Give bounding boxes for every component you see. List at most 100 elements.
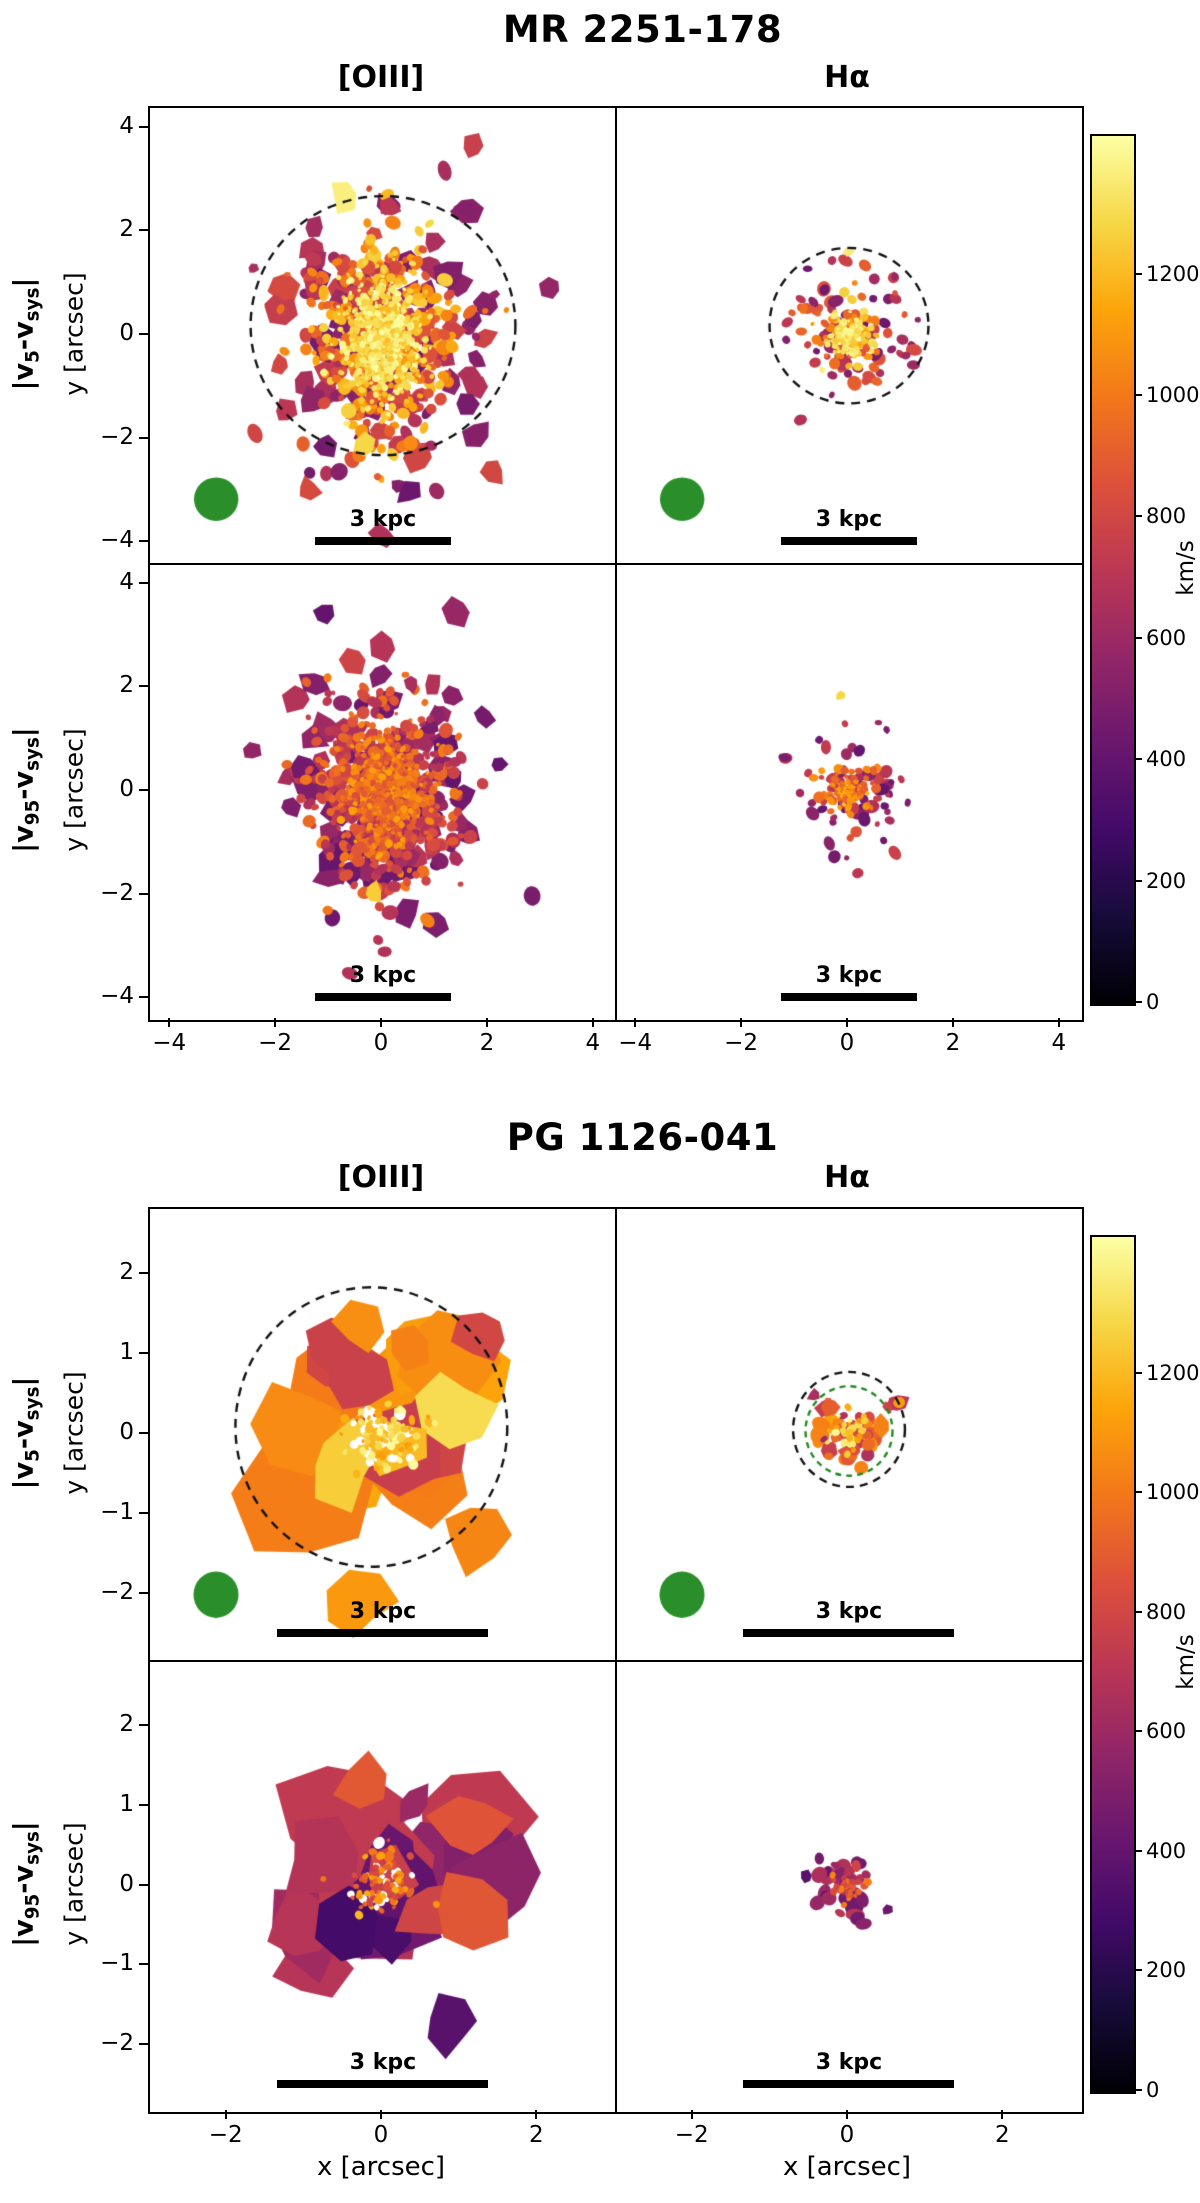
x-tick-label: 2 (945, 1030, 961, 1056)
panel-grid-pg1126: 3 kpc 3 kpc 3 kpc 3 kpc (148, 1207, 1084, 2114)
x-axis-tick (951, 1018, 954, 1027)
panel-divider-horizontal (150, 563, 1082, 565)
map-mr2251-oiii-v95 (150, 564, 616, 1020)
colorbar-tick (1134, 1371, 1142, 1374)
figure2-x-axis-label-right: x [arcsec] (782, 2152, 912, 2182)
colorbar-tick (1134, 1491, 1142, 1494)
y-tick-label: 2 (119, 672, 134, 699)
x-axis-tick (1057, 1018, 1060, 1027)
x-tick-label: −2 (258, 1030, 293, 1056)
y-tick-label: 0 (119, 1419, 134, 1445)
x-tick-label: 2 (995, 2122, 1010, 2148)
scale-bar-label: 3 kpc (349, 507, 417, 532)
map-pg1126-halpha-v95 (616, 1661, 1082, 2112)
colorbar-tick (1134, 1610, 1142, 1613)
x-tick-label: 4 (585, 1030, 601, 1056)
x-tick-label: 0 (839, 1030, 855, 1056)
colorbar-unit-label: km/s (1173, 540, 1199, 596)
row-label-sub: sys (22, 287, 44, 322)
row-label-part: |v (8, 825, 40, 853)
map-mr2251-halpha-v95 (616, 564, 1082, 1020)
colorbar-tick-label: 400 (1146, 747, 1187, 772)
y-tick-label: 1 (119, 1339, 134, 1366)
row-label-sub: 95 (22, 799, 44, 826)
figure1-y-axis-label-bottom: y [arcsec] (59, 728, 89, 852)
y-tick-label: 0 (119, 776, 134, 802)
y-axis-tick (139, 581, 148, 584)
colorbar-tick-label: 1200 (1146, 261, 1200, 286)
colorbar-tick (1134, 758, 1142, 761)
x-axis-tick (485, 1018, 488, 1027)
y-axis-tick (139, 1272, 148, 1275)
colorbar-tick-label: 600 (1146, 625, 1187, 650)
y-tick-label: −4 (100, 527, 134, 554)
x-tick-label: 0 (839, 2122, 855, 2148)
x-axis-tick (168, 1018, 171, 1027)
scale-bar-label: 3 kpc (815, 1599, 883, 1624)
scale-bar (277, 1629, 488, 1637)
y-axis-tick (139, 2042, 148, 2045)
colorbar-tick-label: 1000 (1146, 383, 1200, 407)
y-axis-tick (139, 540, 148, 543)
y-axis-tick (139, 996, 148, 999)
y-tick-label: 4 (119, 112, 134, 139)
x-tick-label: −4 (618, 1030, 653, 1056)
map-mr2251-oiii-v05 (150, 108, 616, 564)
map-pg1126-oiii-v05 (150, 1209, 616, 1661)
row-label-part: -v (8, 1420, 40, 1450)
x-axis-tick (846, 2110, 848, 2119)
figure2-row-label-v5: |v5-vsys| (8, 1377, 43, 1490)
y-axis-tick (139, 1511, 148, 1514)
y-tick-label: 0 (119, 320, 134, 346)
figure2-column-header-halpha: Hα (824, 1160, 870, 1195)
figure2-x-axis-label-left: x [arcsec] (316, 2152, 446, 2182)
y-axis-tick (139, 1432, 148, 1434)
colorbar-tick (1134, 2089, 1142, 2091)
scale-bar (781, 993, 917, 1001)
x-axis-tick (634, 1018, 637, 1027)
y-tick-label: −2 (100, 423, 134, 450)
row-label-sub: sys (22, 1831, 44, 1865)
row-label-sub: sys (22, 1386, 44, 1421)
y-axis-tick (139, 436, 148, 439)
colorbar-tick (1134, 272, 1142, 275)
colorbar-tick-label: 400 (1146, 1838, 1187, 1863)
scale-bar (743, 2080, 954, 2088)
map-pg1126-oiii-v95 (150, 1661, 616, 2112)
x-tick-label: −2 (724, 1030, 759, 1056)
row-label-part: |v (8, 362, 40, 391)
x-axis-tick (380, 2110, 382, 2119)
row-label-sub: 95 (22, 1893, 44, 1920)
y-axis-tick (139, 685, 148, 688)
y-tick-label: 2 (119, 1259, 134, 1286)
scale-bar-label: 3 kpc (349, 963, 417, 988)
y-axis-tick (139, 789, 148, 791)
row-label-part: | (8, 277, 40, 288)
figure1-y-axis-label-top: y [arcsec] (59, 272, 89, 396)
colorbar-tick (1134, 394, 1142, 396)
scale-bar-label: 3 kpc (815, 963, 883, 988)
figure2-column-header-oiii: [OIII] (337, 1160, 425, 1195)
y-axis-tick (139, 333, 148, 335)
figure1-row-label-v5: |v5-vsys| (8, 278, 43, 391)
y-axis-tick (139, 229, 148, 232)
x-tick-label: 0 (373, 1030, 389, 1056)
figure2-row-label-v95: |v95-vsys| (8, 1821, 43, 1947)
figure2-title: PG 1126-041 (506, 1116, 779, 1159)
colorbar-tick (1134, 515, 1142, 518)
x-tick-label: −2 (674, 2122, 709, 2148)
row-label-part: | (8, 1376, 40, 1387)
x-axis-tick (274, 1018, 277, 1027)
row-label-part: |v (8, 1461, 40, 1490)
figure1-column-header-halpha: Hα (824, 60, 870, 95)
y-tick-label: 2 (119, 1711, 134, 1738)
colorbar-tick (1134, 879, 1142, 882)
colorbar-tick (1134, 1001, 1142, 1003)
figure1-row-label-v95: |v95-vsys| (8, 727, 43, 853)
x-tick-label: −4 (152, 1030, 187, 1056)
x-axis-tick (224, 2110, 227, 2119)
row-label-part: -v (8, 770, 40, 800)
row-label-part: -v (8, 1864, 40, 1894)
y-tick-label: −4 (100, 983, 134, 1010)
